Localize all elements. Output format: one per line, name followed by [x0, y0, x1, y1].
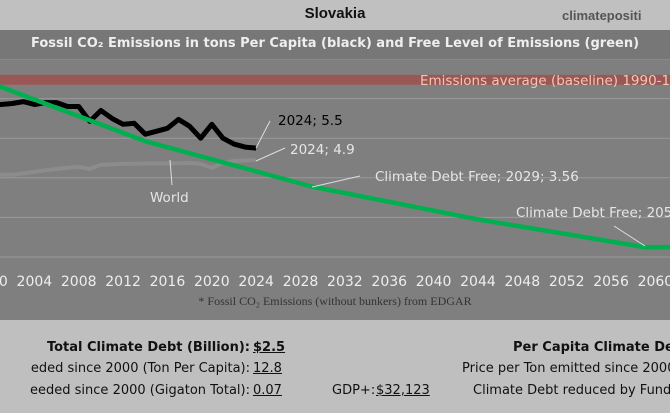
- slovakia-emissions-line: [0, 99, 257, 151]
- x-tick-label: 2024: [238, 274, 274, 290]
- x-tick-label: 2048: [504, 274, 540, 290]
- gdp-label: GDP+:: [332, 383, 376, 398]
- gigaton-label: eeded since 2000 (Gigaton Total):: [30, 383, 250, 398]
- baseline-label: Emissions average (baseline) 1990-1999; …: [420, 73, 670, 89]
- x-tick-label: 2040: [416, 274, 452, 290]
- baseline-band: [0, 74, 670, 85]
- price-per-ton-label: Price per Ton emitted since 2000: [462, 361, 670, 376]
- annotation-leader: [311, 175, 361, 188]
- chart-subtitle: Fossil CO₂ Emissions in tons Per Capita …: [30, 36, 640, 51]
- x-tick-label: 2036: [371, 274, 407, 290]
- x-tick-label: 2004: [17, 274, 53, 290]
- x-tick-label: 2052: [549, 274, 585, 290]
- free-level-line: [0, 84, 670, 250]
- title-bar: [0, 0, 670, 30]
- annotation-label: Climate Debt Free; 2059: [516, 205, 670, 221]
- x-tick-label: 2060: [638, 274, 670, 290]
- per-capita-debt-label: Per Capita Climate Deb: [513, 340, 670, 355]
- subtitle-bar: [0, 30, 670, 60]
- world-emissions-line: [0, 158, 257, 177]
- x-tick-label: 2032: [327, 274, 363, 290]
- total-debt-value: $2.5: [253, 340, 286, 355]
- gigaton-value: 0.07: [253, 383, 282, 398]
- x-tick-label: 2044: [460, 274, 496, 290]
- annotation-leader: [169, 159, 173, 186]
- x-tick-label: 2028: [283, 274, 319, 290]
- gdp-value: $32,123: [376, 383, 430, 398]
- annotation-label: Climate Debt Free; 2029; 3.56: [375, 169, 579, 185]
- annotation-leader: [613, 225, 646, 247]
- annotation-label: 2024; 4.9: [290, 142, 355, 158]
- funds-reduction-label: Climate Debt reduced by Funds: [473, 383, 670, 398]
- annotation-leader: [255, 147, 286, 162]
- chart-country-title: Slovakia: [304, 5, 366, 22]
- ton-per-capita-value: 12.8: [253, 361, 282, 376]
- x-tick-label: 2000: [0, 274, 8, 290]
- brand-watermark: climatepositi: [562, 8, 642, 23]
- footnote: * Fossil CO₂ Emissions (without bunkers)…: [198, 294, 472, 308]
- x-tick-label: 2020: [194, 274, 230, 290]
- line-chart: Emissions average (baseline) 1990-1999; …: [0, 73, 670, 290]
- x-tick-label: 2008: [61, 274, 97, 290]
- x-tick-label: 2056: [593, 274, 629, 290]
- annotation-leader: [255, 120, 271, 149]
- annotation-label: 2024; 5.5: [278, 113, 343, 129]
- x-tick-label: 2016: [150, 274, 186, 290]
- x-tick-label: 2012: [105, 274, 141, 290]
- annotation-label: World: [150, 190, 189, 206]
- ton-per-capita-label: eded since 2000 (Ton Per Capita):: [30, 361, 250, 376]
- total-debt-label: Total Climate Debt (Billion):: [46, 340, 250, 355]
